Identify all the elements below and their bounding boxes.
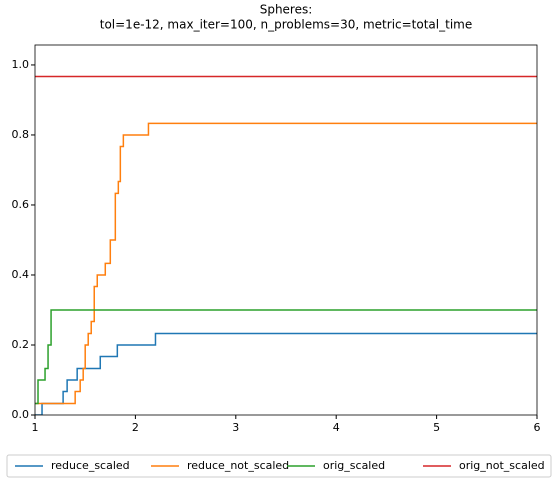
chart-subtitle: tol=1e-12, max_iter=100, n_problems=30, … [100,18,472,32]
y-tick-label: 1.0 [12,58,30,71]
legend-label: orig_not_scaled [459,459,545,472]
y-tick-label: 0.6 [12,198,30,211]
series-line [35,332,537,415]
y-tick-label: 0.4 [12,268,30,281]
legend-label: orig_scaled [323,459,385,472]
y-tick-label: 0.8 [12,128,30,141]
x-tick-label: 4 [333,421,340,434]
chart-title: Spheres: [260,3,313,17]
x-tick-label: 6 [534,421,541,434]
x-tick-label: 1 [32,421,39,434]
y-tick-label: 0.0 [12,408,30,421]
legend-label: reduce_not_scaled [187,459,289,472]
y-tick-label: 0.2 [12,338,30,351]
x-tick-label: 5 [433,421,440,434]
series-line [35,122,537,405]
x-tick-label: 2 [132,421,139,434]
x-tick-label: 3 [232,421,239,434]
series-line [35,309,537,405]
plot-frame [34,44,538,416]
legend-label: reduce_scaled [51,459,130,472]
legend-box [6,454,552,478]
